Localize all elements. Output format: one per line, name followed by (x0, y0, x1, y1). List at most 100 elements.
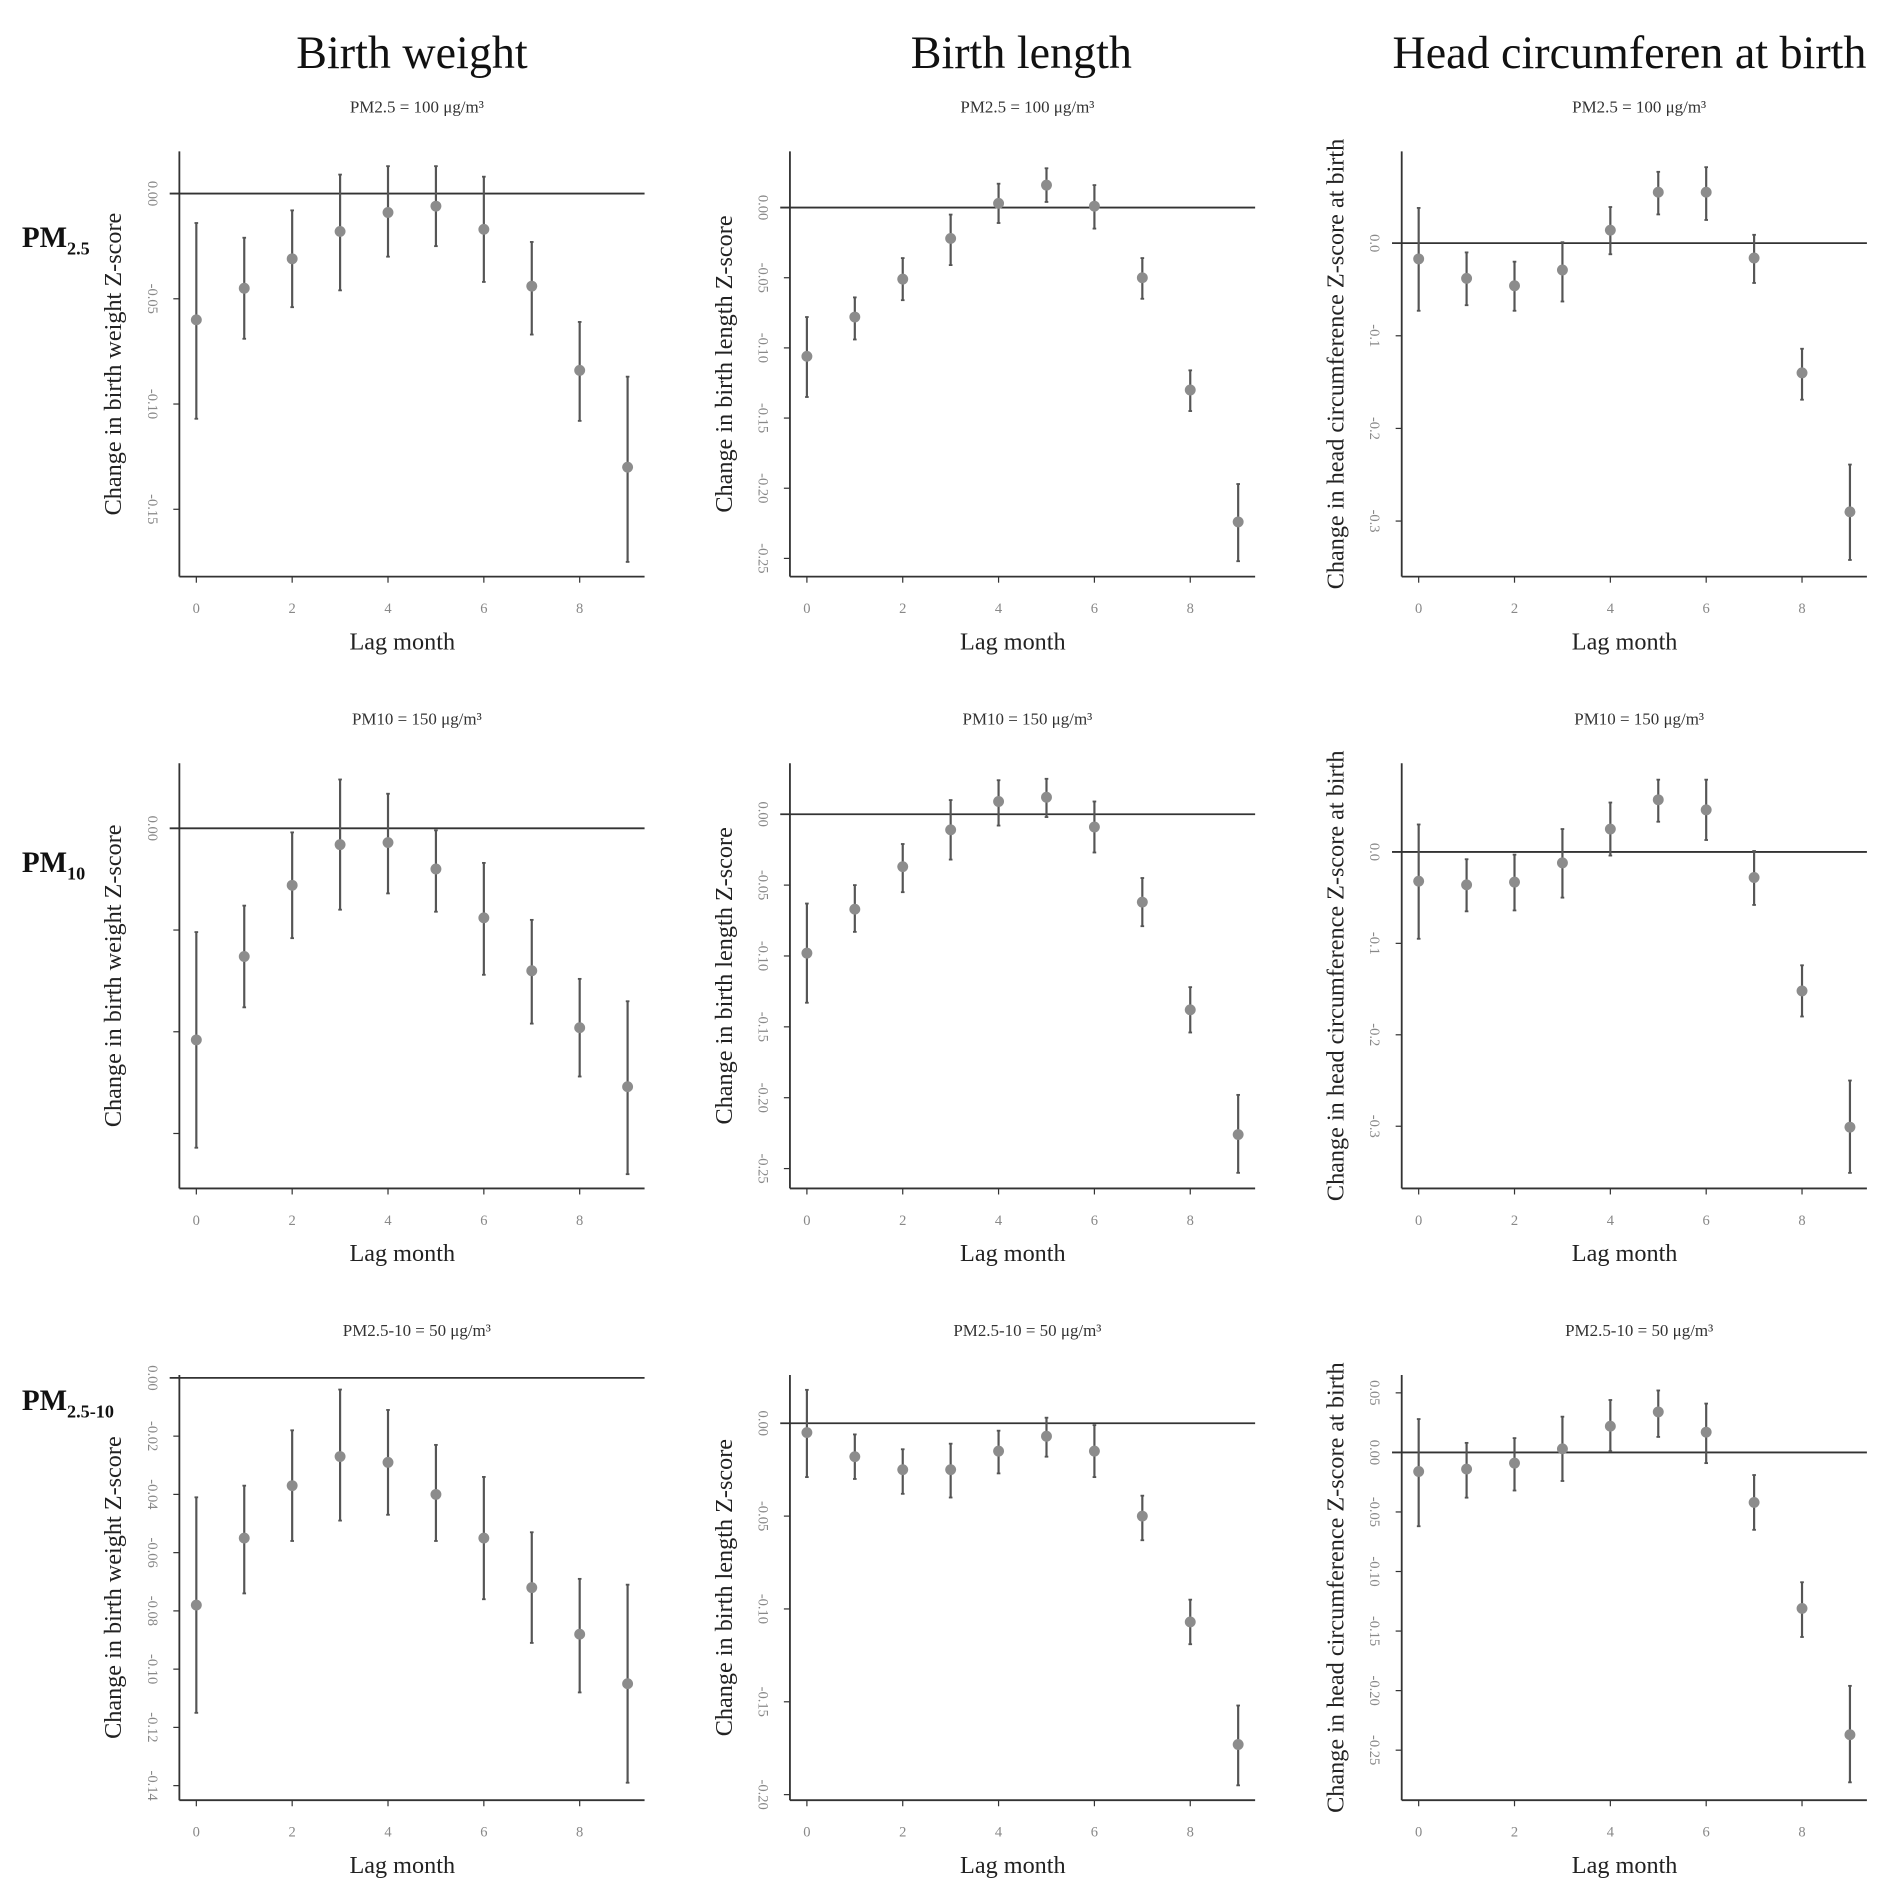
y-tick-label: -0.1 (1366, 932, 1382, 955)
point-estimate (238, 951, 250, 962)
x-tick-label: 6 (1091, 1213, 1098, 1229)
point-estimate (478, 223, 490, 235)
x-tick-label: 2 (899, 1825, 906, 1841)
point-estimate (430, 863, 442, 875)
point-estimate (1041, 1430, 1052, 1442)
x-tick-label: 4 (995, 1213, 1003, 1229)
y-tick-label: -0.08 (144, 1596, 160, 1626)
point-estimate (238, 282, 250, 294)
panel-0-2: PM2.5 = 100 μg/m³ 0.0 -0.1 -0.2 -0.3 0 2 4 6 8 Lag… (1323, 98, 1867, 655)
y-tick-label: -0.10 (754, 1594, 770, 1624)
y-tick-label: -0.05 (144, 284, 160, 314)
point-estimate (1041, 791, 1052, 803)
point-estimate (1844, 1121, 1856, 1133)
point-estimate (897, 273, 909, 285)
point-estimate (1413, 253, 1425, 265)
x-tick-label: 4 (995, 601, 1003, 617)
y-tick-label: 0.0 (1366, 843, 1382, 861)
x-tick-label: 8 (576, 1213, 583, 1229)
y-tick-label: -0.04 (144, 1479, 160, 1510)
point-estimate (1136, 272, 1148, 284)
y-axis-label: Change in birth weight Z-score (100, 213, 127, 516)
panel-1-0: PM10 = 150 μg/m³ 0.00 0 2 4 6 8 Lag month Change… (100, 709, 645, 1267)
x-axis-label: Lag month (349, 1240, 455, 1267)
point-estimate (478, 912, 490, 924)
point-estimate (1604, 224, 1616, 236)
x-axis-label: Lag month (960, 1240, 1066, 1267)
x-tick-label: 4 (1607, 601, 1615, 617)
x-tick-label: 4 (384, 1213, 392, 1229)
point-estimate (1136, 1510, 1148, 1522)
point-estimate (1700, 1426, 1712, 1438)
y-tick-label: -0.10 (754, 333, 770, 363)
x-axis-label: Lag month (1572, 628, 1678, 655)
x-tick-label: 8 (576, 601, 583, 617)
point-estimate (1556, 264, 1568, 276)
panel-subtitle: PM2.5 = 100 μg/m³ (350, 98, 484, 117)
y-tick-label: -0.02 (144, 1421, 160, 1451)
point-estimate (849, 311, 861, 323)
point-estimate (382, 207, 394, 218)
point-estimate (430, 1488, 442, 1500)
y-tick-label: -0.15 (754, 1012, 770, 1042)
x-tick-label: 4 (1607, 1213, 1615, 1229)
y-axis-label: Change in head circumference Z-score at … (1323, 751, 1350, 1202)
y-tick-label: 0.00 (754, 1411, 770, 1436)
point-estimate (1088, 200, 1100, 212)
y-tick-label: -0.12 (144, 1712, 160, 1742)
panel-2-1: PM2.5-10 = 50 μg/m³ 0.00 -0.05 -0.10 -0.15 -0… (711, 1321, 1256, 1879)
x-tick-label: 2 (1511, 1213, 1518, 1229)
y-tick-label: -0.05 (754, 1501, 770, 1531)
x-tick-label: 8 (1187, 1825, 1194, 1841)
y-tick-label: -0.3 (1366, 510, 1382, 533)
point-estimate (622, 1678, 634, 1690)
y-tick-label: -0.10 (144, 389, 160, 419)
point-estimate (574, 364, 586, 376)
x-tick-label: 6 (1091, 601, 1098, 617)
point-estimate (801, 350, 813, 362)
point-estimate (526, 280, 538, 292)
x-tick-label: 6 (1703, 601, 1710, 617)
point-estimate (478, 1532, 490, 1544)
point-estimate (1748, 872, 1760, 883)
point-estimate (1796, 367, 1808, 379)
y-tick-label: -0.3 (1366, 1115, 1382, 1138)
point-estimate (1556, 1443, 1568, 1455)
y-tick-label: -0.25 (754, 543, 770, 573)
x-tick-label: 4 (1607, 1825, 1615, 1841)
point-estimate (993, 1445, 1005, 1457)
y-tick-label: -0.20 (754, 1083, 770, 1113)
point-estimate (286, 1480, 298, 1492)
x-tick-label: 8 (1187, 1213, 1194, 1229)
x-tick-label: 6 (480, 601, 487, 617)
row-label-pm25-10: PM2.5-10 (22, 1385, 114, 1421)
y-tick-label: -0.14 (144, 1771, 160, 1802)
x-tick-label: 8 (1798, 601, 1805, 617)
panel-0-1: PM2.5 = 100 μg/m³ 0.00 -0.05 -0.10 -0.15 -0.2… (711, 98, 1256, 655)
y-tick-label: -0.1 (1366, 324, 1382, 347)
y-tick-label: -0.20 (754, 473, 770, 503)
x-tick-label: 0 (193, 1213, 200, 1229)
point-estimate (1136, 896, 1148, 908)
x-tick-label: 4 (995, 1825, 1003, 1841)
point-estimate (801, 947, 813, 959)
panel-subtitle: PM10 = 150 μg/m³ (1574, 709, 1704, 728)
x-tick-label: 0 (193, 601, 200, 617)
x-tick-label: 2 (289, 1213, 296, 1229)
y-tick-label: -0.20 (754, 1780, 770, 1810)
point-estimate (1509, 876, 1520, 888)
point-estimate (1509, 280, 1520, 292)
panel-subtitle: PM2.5 = 100 μg/m³ (960, 98, 1094, 117)
point-estimate (574, 1628, 586, 1640)
point-estimate (1088, 1445, 1100, 1457)
x-tick-label: 6 (480, 1213, 487, 1229)
x-tick-label: 0 (1415, 601, 1422, 617)
y-tick-label: -0.10 (144, 1654, 160, 1684)
panel-subtitle: PM2.5-10 = 50 μg/m³ (1565, 1321, 1713, 1340)
x-tick-label: 6 (1703, 1825, 1710, 1841)
y-axis-label: Change in birth length Z-score (711, 215, 738, 512)
x-tick-label: 0 (1415, 1825, 1422, 1841)
x-tick-label: 8 (1187, 601, 1194, 617)
row-label-pm10: PM10 (22, 847, 85, 883)
y-axis-label: Change in birth weight Z-score (100, 824, 127, 1127)
